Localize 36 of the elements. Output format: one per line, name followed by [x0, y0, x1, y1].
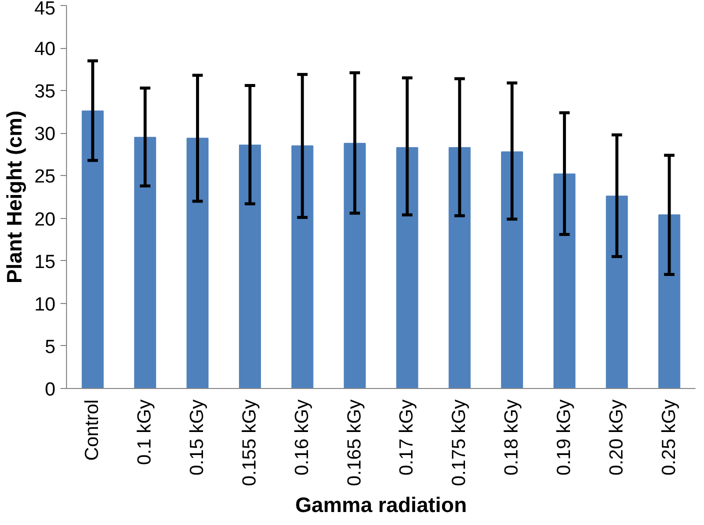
x-tick-label: 0.165 kGy	[344, 399, 366, 486]
x-tick-label: 0.15 kGy	[187, 399, 208, 476]
x-tick-label: 0.16 kGy	[292, 399, 313, 476]
x-tick-label: 0.175 kGy	[449, 399, 470, 486]
bar	[186, 138, 209, 388]
x-tick-label: 0.19 kGy	[554, 399, 575, 476]
bar	[291, 145, 314, 388]
bar	[606, 196, 628, 388]
y-tick-label: 20	[34, 209, 56, 230]
y-tick-label: 0	[44, 380, 56, 400]
y-tick-label: 35	[34, 82, 56, 103]
x-tick-label: 0.18 kGy	[502, 399, 523, 476]
x-tick-label: 0.155 kGy	[239, 399, 260, 486]
x-tick-label: 0.20 kGy	[606, 399, 628, 476]
x-tick-label: 0.17 kGy	[396, 399, 418, 476]
y-tick-label: 25	[34, 166, 56, 188]
y-tick-label: 10	[34, 294, 56, 316]
y-tick-label: 45	[34, 0, 56, 20]
bar	[82, 110, 104, 388]
bar	[238, 144, 261, 388]
bar	[134, 136, 156, 388]
x-axis-title: Gamma radiation	[295, 494, 467, 518]
y-tick-label: 15	[34, 252, 56, 273]
bar	[658, 214, 680, 388]
bar	[553, 174, 576, 388]
bar	[344, 142, 366, 388]
y-axis-title: Plant Height (cm)	[3, 110, 26, 284]
x-tick-label: Control	[82, 400, 104, 461]
x-tick-label: 0.1 kGy	[134, 399, 156, 465]
y-tick-label: 30	[34, 124, 56, 146]
y-tick-label: 40	[34, 39, 56, 60]
y-tick-label: 5	[44, 336, 56, 358]
bar	[448, 147, 471, 388]
x-tick-label: 0.25 kGy	[658, 399, 680, 476]
bar	[501, 151, 524, 388]
bar	[396, 147, 418, 388]
